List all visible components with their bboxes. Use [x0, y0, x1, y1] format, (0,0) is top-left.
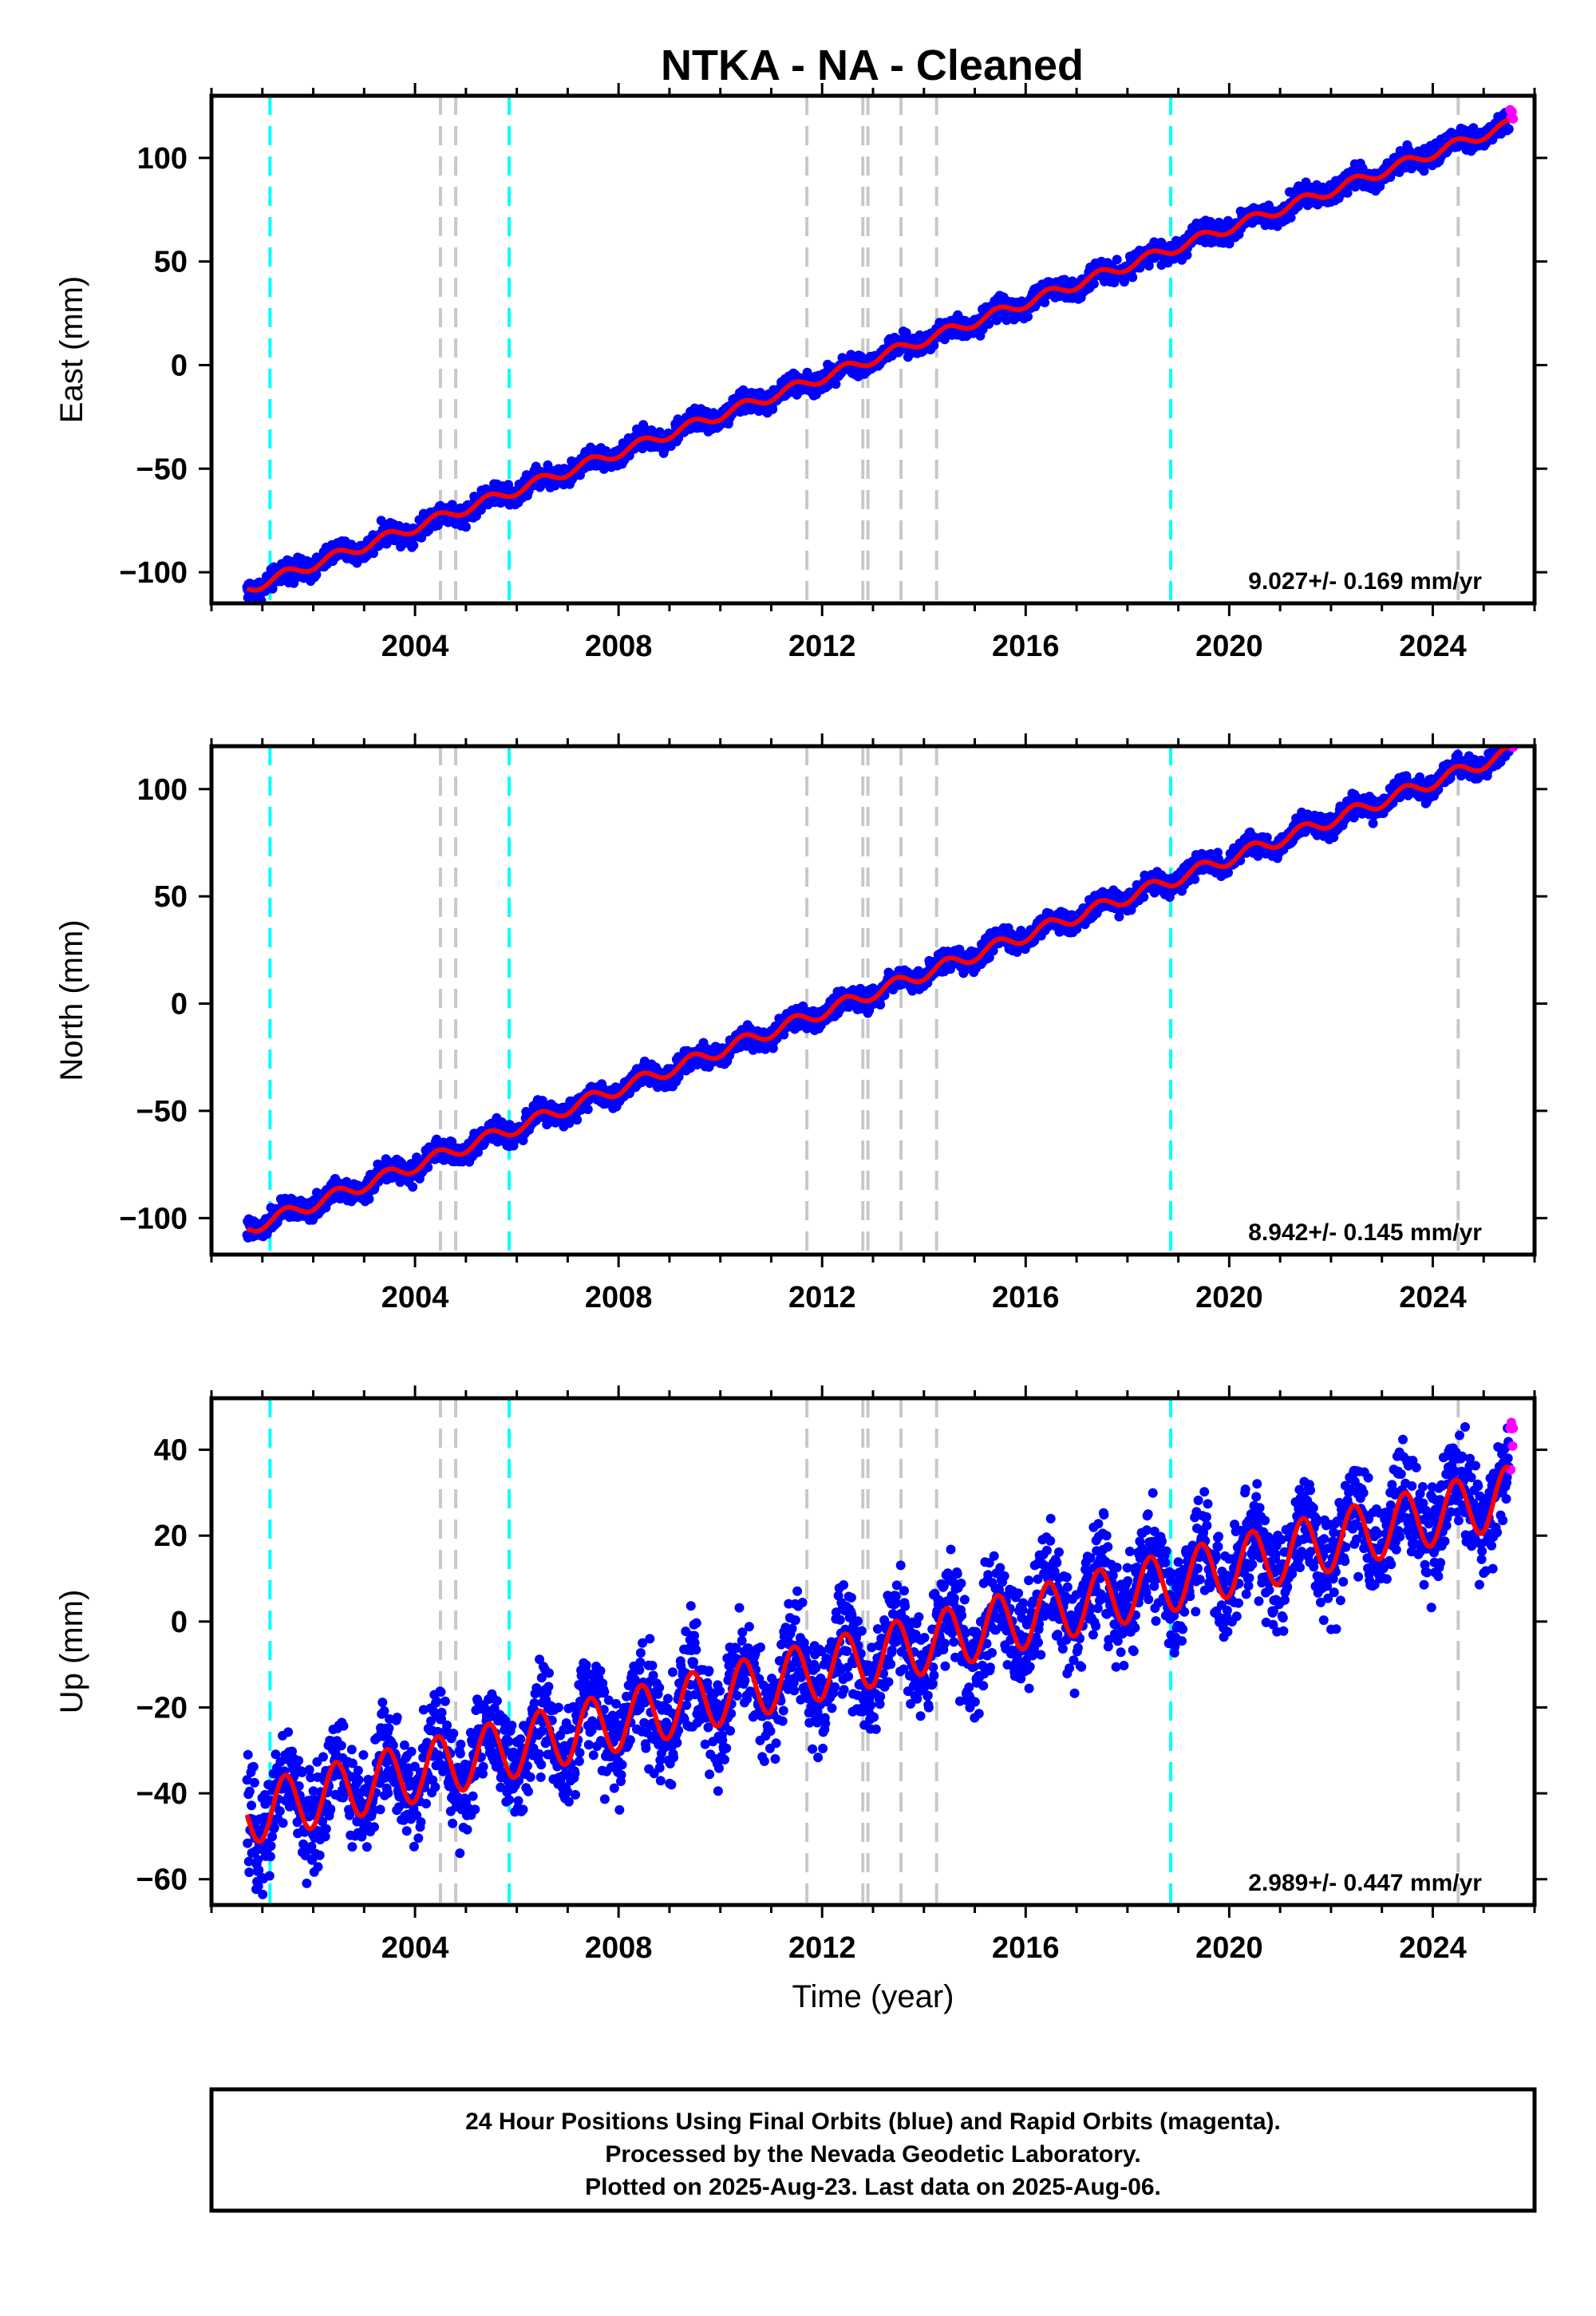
rapid-orbit-point: [1508, 113, 1519, 124]
x-tick-label: 2016: [992, 630, 1060, 663]
final-orbit-point: [1503, 124, 1514, 134]
east-rate-label: 9.027+/- 0.169 mm/yr: [1248, 568, 1482, 595]
final-orbit-point: [417, 532, 427, 543]
final-orbit-point: [460, 522, 471, 532]
final-orbit-point: [409, 540, 419, 551]
final-orbit-point: [768, 404, 778, 414]
final-orbit-point: [476, 504, 486, 515]
final-orbit-point: [1112, 255, 1122, 265]
y-tick-label: −50: [136, 453, 188, 486]
final-orbit-point: [583, 1105, 593, 1114]
y-tick-label: −100: [119, 556, 188, 590]
final-orbit-point: [1040, 298, 1050, 307]
y-tick-label: 0: [171, 349, 188, 382]
final-orbit-point: [267, 583, 278, 594]
final-orbit-point: [875, 1000, 886, 1010]
y-tick-label: 100: [137, 142, 188, 176]
final-orbit-point: [901, 328, 911, 338]
north-positions: [242, 746, 1519, 1243]
final-orbit-point: [311, 570, 322, 580]
final-orbit-point: [1182, 250, 1192, 260]
final-orbit-point: [1128, 272, 1138, 283]
east-panel: 2004 2008 2012 2016 2020 2024 −100 −50 0 50 100 Eas…: [54, 83, 1547, 663]
final-orbit-point: [408, 1182, 418, 1192]
final-orbit-point: [984, 319, 994, 329]
y-tick-label: 50: [154, 246, 188, 279]
chart-title: NTKA - NA - Cleaned: [661, 41, 1084, 89]
x-tick-label: 2012: [788, 630, 856, 663]
final-orbit-point: [1023, 311, 1033, 322]
final-orbit-point: [929, 340, 939, 350]
x-tick-label: 2004: [381, 630, 449, 663]
x-tick-label: 2020: [1195, 630, 1263, 663]
north-panel: 2004 2008 2012 2016 2020 2024−100−50050100Nor…: [54, 733, 1547, 1314]
final-orbit-point: [572, 1115, 583, 1125]
x-tick-label: 2024: [1399, 630, 1467, 663]
final-orbit-point: [831, 379, 841, 389]
x-tick-label: 2008: [585, 630, 653, 663]
east-y-axis-label: East (mm): [54, 276, 89, 423]
final-orbit-point: [1144, 261, 1154, 271]
final-orbit-point: [1088, 279, 1099, 289]
